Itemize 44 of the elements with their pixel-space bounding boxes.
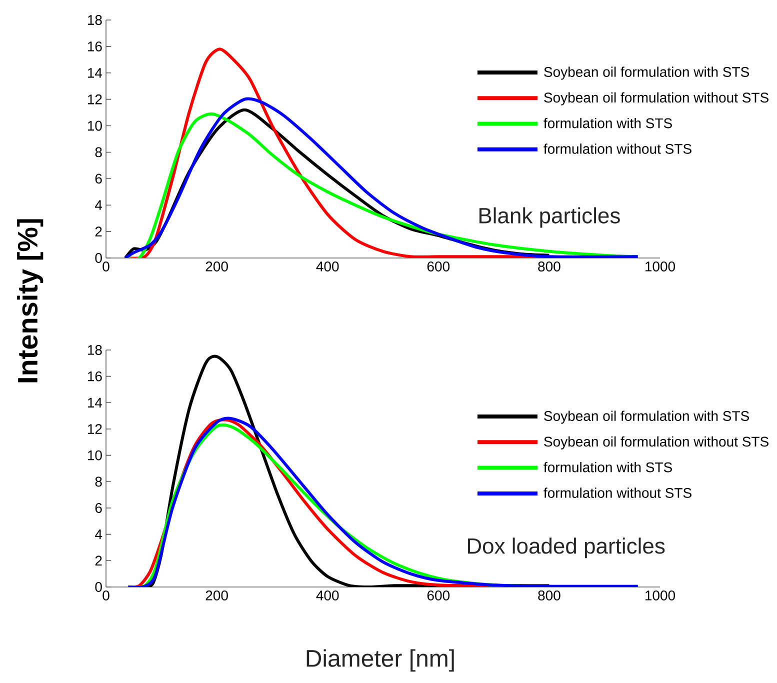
y-tick-label: 6 [95, 174, 102, 184]
y-tick-label: 2 [95, 556, 102, 566]
x-tick-label: 400 [316, 262, 339, 272]
legend-label: Soybean oil formulation without STS [544, 436, 768, 450]
annotation: Blank particles [479, 207, 620, 228]
y-tick-label: 10 [88, 120, 102, 131]
y-tick-label: 14 [88, 398, 102, 408]
x-tick-label: 200 [206, 262, 228, 272]
y-tick-label: 8 [95, 476, 102, 487]
y-tick-label: 2 [95, 226, 102, 236]
y-tick-label: 12 [88, 94, 102, 104]
x-tick-label: 800 [538, 590, 560, 600]
y-tick-label: 18 [88, 345, 102, 355]
x-tick-label: 1000 [645, 590, 676, 600]
y-tick-label: 12 [88, 424, 102, 434]
x-tick-label: 400 [316, 590, 339, 600]
legend-label: formulation without STS [544, 488, 692, 498]
legend-label: formulation with STS [544, 118, 672, 128]
x-tick-label: 600 [427, 590, 450, 600]
x-tick-label: 0 [102, 262, 110, 272]
y-tick-label: 10 [88, 450, 102, 460]
x-tick-label: 800 [538, 262, 560, 272]
y-tick-label: 16 [88, 41, 102, 52]
x-axis-title: Diameter [nm] [306, 649, 454, 672]
x-tick-label: 1000 [645, 262, 676, 272]
y-tick-label: 18 [88, 15, 102, 25]
legend-label: Soybean oil formulation with STS [544, 66, 750, 80]
y-tick-label: 0 [95, 582, 102, 592]
y-tick-label: 16 [88, 371, 102, 382]
y-tick-label: 6 [95, 503, 102, 513]
y-tick-label: 4 [95, 200, 102, 210]
legend-label: Soybean oil formulation with STS [544, 410, 750, 424]
annotation: Dox loaded particles [468, 538, 665, 558]
y-axis-title: Intensity [%] [17, 219, 44, 382]
legend-label: Soybean oil formulation without STS [544, 92, 768, 106]
y-tick-label: 14 [88, 68, 102, 78]
y-tick-label: 4 [95, 530, 102, 540]
legend-label: formulation with STS [544, 462, 672, 472]
x-tick-label: 200 [206, 590, 228, 600]
y-tick-label: 8 [95, 147, 102, 158]
y-tick-label: 0 [95, 253, 102, 263]
legend-label: formulation without STS [544, 144, 692, 154]
x-tick-label: 0 [102, 590, 110, 600]
x-tick-label: 600 [427, 262, 450, 272]
